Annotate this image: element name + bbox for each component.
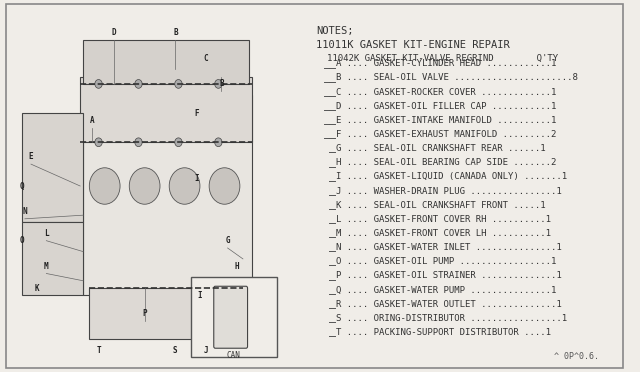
Circle shape (169, 168, 200, 204)
Text: S: S (173, 346, 178, 355)
Text: L: L (44, 229, 49, 238)
Text: K .... SEAL-OIL CRANKSHAFT FRONT .....1: K .... SEAL-OIL CRANKSHAFT FRONT .....1 (335, 201, 545, 210)
Text: T .... PACKING-SUPPORT DISTRIBUTOR ....1: T .... PACKING-SUPPORT DISTRIBUTOR ....1 (335, 328, 550, 337)
Circle shape (135, 138, 142, 147)
Text: Q: Q (19, 182, 24, 190)
Text: 11011K GASKET KIT-ENGINE REPAIR: 11011K GASKET KIT-ENGINE REPAIR (316, 40, 510, 50)
FancyBboxPatch shape (191, 277, 276, 357)
Circle shape (129, 168, 160, 204)
Text: J: J (204, 346, 209, 355)
Text: F: F (195, 109, 199, 118)
Circle shape (95, 80, 102, 88)
Text: M: M (44, 262, 49, 271)
Text: T: T (96, 346, 101, 355)
Text: G: G (225, 236, 230, 245)
Text: ^ 0P^0.6.: ^ 0P^0.6. (554, 352, 599, 361)
Text: NOTES;: NOTES; (316, 26, 354, 36)
Circle shape (175, 138, 182, 147)
Text: B .... SEAL-OIL VALVE ......................8: B .... SEAL-OIL VALVE ..................… (335, 73, 577, 83)
FancyBboxPatch shape (214, 286, 248, 348)
Circle shape (214, 138, 222, 147)
Text: Q .... GASKET-WATER PUMP ...............1: Q .... GASKET-WATER PUMP ...............… (335, 285, 556, 295)
Text: C: C (204, 54, 209, 63)
FancyBboxPatch shape (80, 77, 252, 142)
Circle shape (209, 168, 240, 204)
Text: N .... GASKET-WATER INLET ...............1: N .... GASKET-WATER INLET ..............… (335, 243, 561, 252)
Text: P .... GASKET-OIL STRAINER ..............1: P .... GASKET-OIL STRAINER .............… (335, 271, 561, 280)
Text: P: P (142, 309, 147, 318)
Text: A: A (90, 116, 95, 125)
Circle shape (90, 168, 120, 204)
Text: J .... WASHER-DRAIN PLUG ................1: J .... WASHER-DRAIN PLUG ...............… (335, 186, 561, 196)
Text: E: E (29, 153, 33, 161)
Text: H .... SEAL-OIL BEARING CAP SIDE .......2: H .... SEAL-OIL BEARING CAP SIDE .......… (335, 158, 556, 167)
Text: A .... GASKET-CYLINDER HEAD ............1: A .... GASKET-CYLINDER HEAD ............… (335, 59, 556, 68)
Text: G .... SEAL-OIL CRANKSHAFT REAR ......1: G .... SEAL-OIL CRANKSHAFT REAR ......1 (335, 144, 545, 153)
Text: M .... GASKET-FRONT COVER LH ..........1: M .... GASKET-FRONT COVER LH ..........1 (335, 229, 550, 238)
FancyBboxPatch shape (22, 222, 83, 295)
Text: R .... GASKET-WATER OUTLET ..............1: R .... GASKET-WATER OUTLET .............… (335, 299, 561, 309)
Text: I: I (198, 291, 202, 300)
Text: B: B (173, 28, 178, 37)
Text: 11042K GASKET KIT-VALVE REGRIND        Q'TY: 11042K GASKET KIT-VALVE REGRIND Q'TY (327, 54, 558, 63)
Text: I .... GASKET-LIQUID (CANADA ONLY) .......1: I .... GASKET-LIQUID (CANADA ONLY) .....… (335, 172, 567, 182)
Text: K: K (35, 283, 40, 292)
Circle shape (175, 80, 182, 88)
Text: F .... GASKET-EXHAUST MANIFOLD .........2: F .... GASKET-EXHAUST MANIFOLD .........… (335, 130, 556, 139)
Text: I: I (195, 174, 199, 183)
Text: N: N (22, 207, 27, 216)
Text: E .... GASKET-INTAKE MANIFOLD ..........1: E .... GASKET-INTAKE MANIFOLD ..........… (335, 116, 556, 125)
FancyBboxPatch shape (83, 40, 249, 84)
FancyBboxPatch shape (90, 288, 243, 339)
Text: B: B (219, 80, 224, 89)
Text: D: D (111, 28, 116, 37)
Circle shape (135, 80, 142, 88)
FancyBboxPatch shape (83, 95, 252, 295)
Text: CAN: CAN (227, 351, 241, 360)
Text: L .... GASKET-FRONT COVER RH ..........1: L .... GASKET-FRONT COVER RH ..........1 (335, 215, 550, 224)
Circle shape (214, 80, 222, 88)
Text: O: O (19, 236, 24, 245)
Text: O .... GASKET-OIL PUMP .................1: O .... GASKET-OIL PUMP .................… (335, 257, 556, 266)
Text: C .... GASKET-ROCKER COVER .............1: C .... GASKET-ROCKER COVER .............… (335, 87, 556, 97)
Text: S .... ORING-DISTRIBUTOR .................1: S .... ORING-DISTRIBUTOR ...............… (335, 314, 567, 323)
FancyBboxPatch shape (22, 113, 83, 222)
Text: H: H (234, 262, 239, 271)
Text: D .... GASKET-OIL FILLER CAP ...........1: D .... GASKET-OIL FILLER CAP ...........… (335, 102, 556, 111)
Circle shape (95, 138, 102, 147)
